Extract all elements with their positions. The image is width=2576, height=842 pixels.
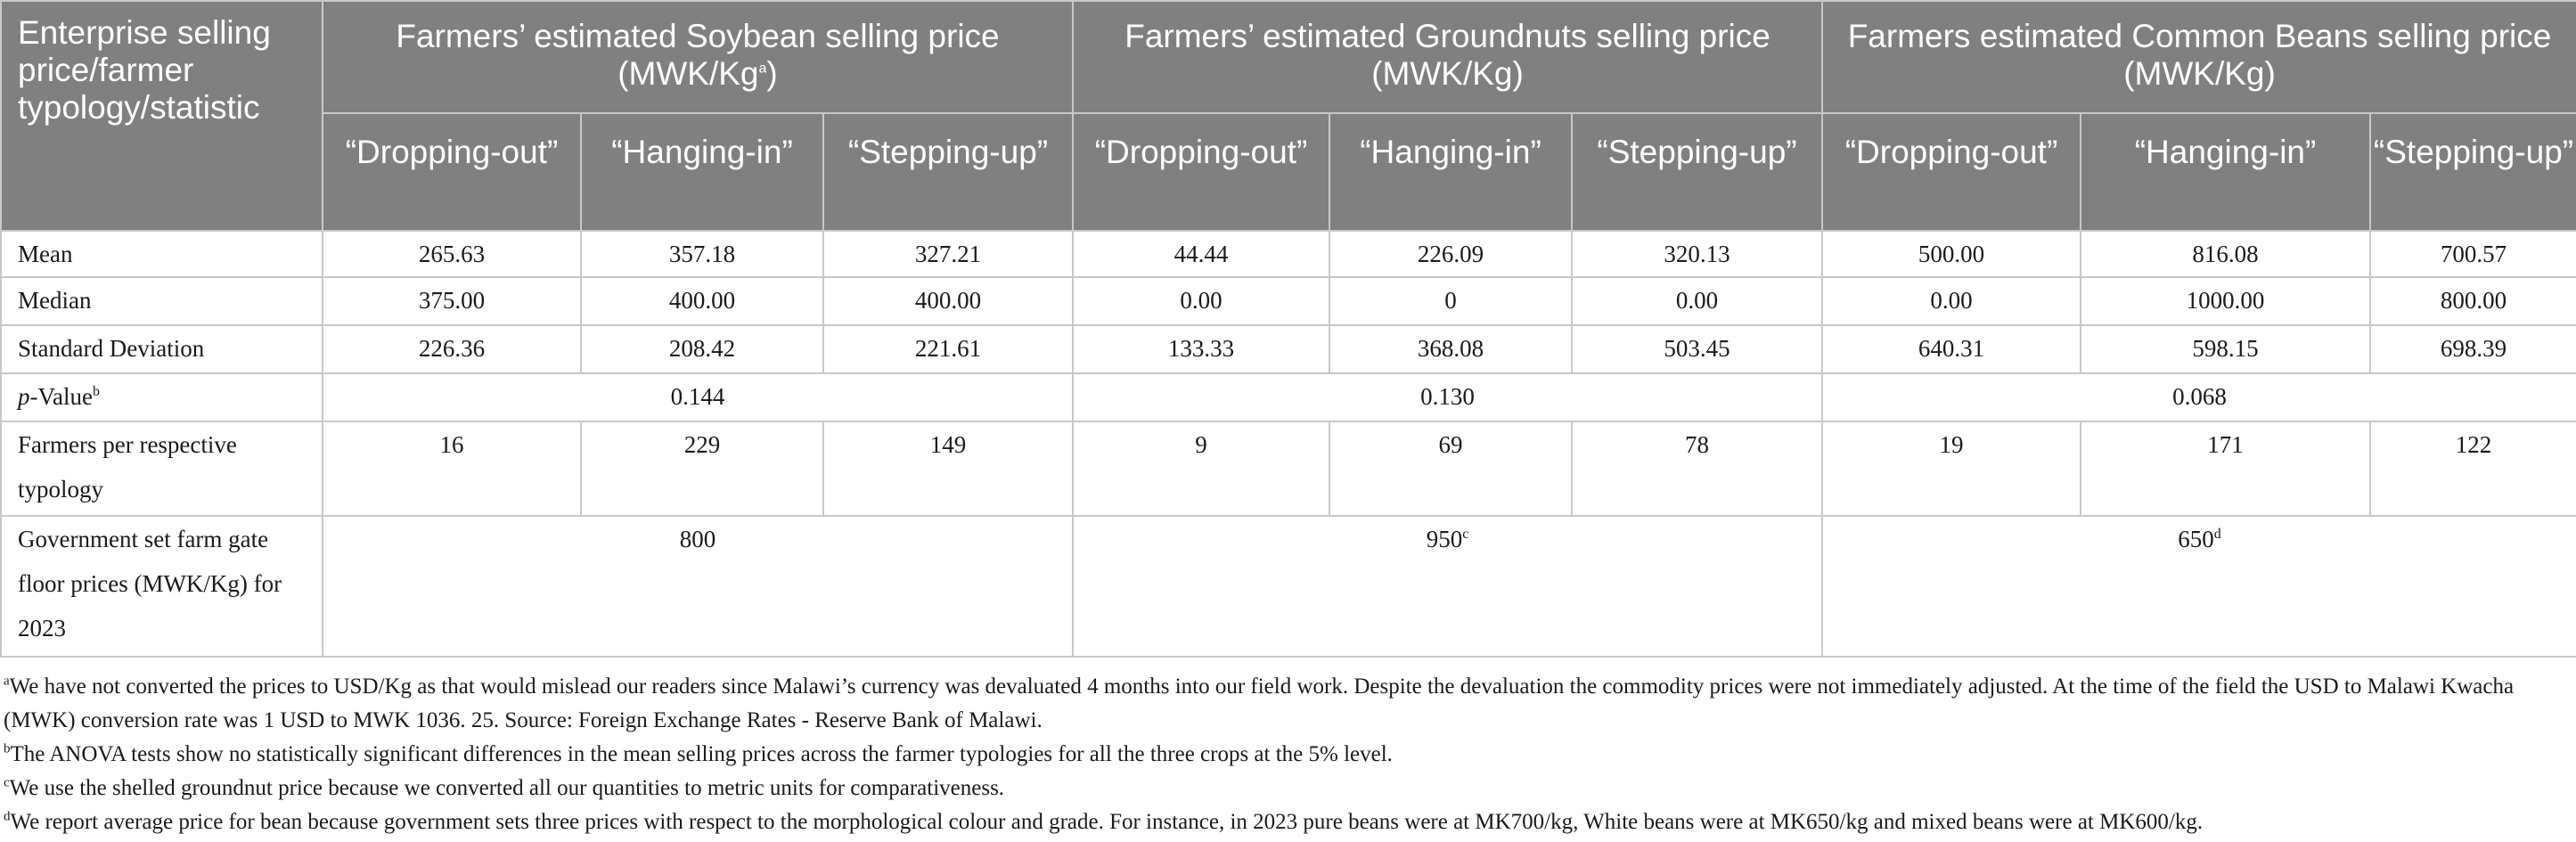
footnote-d: dWe report average price for bean becaus… <box>4 809 2204 834</box>
table-cell: 400.00 <box>822 276 1074 326</box>
table-cell: 265.63 <box>322 230 582 278</box>
table-cell: 503.45 <box>1570 324 1824 374</box>
table-cell: 221.61 <box>822 324 1074 374</box>
table-cell: 122 <box>2369 421 2576 517</box>
corner-header: Enterprise selling price/farmer typology… <box>0 0 323 232</box>
row-label: p-Valueb <box>0 372 323 422</box>
row-label: Mean <box>0 230 323 278</box>
table-cell: 800 <box>322 515 1074 658</box>
typology-header: “Stepping-up” <box>2369 112 2576 232</box>
table-cell: 78 <box>1570 421 1824 517</box>
table-cell: 0.00 <box>1570 276 1824 326</box>
table-cell: 0.144 <box>322 372 1074 422</box>
typology-header: “Stepping-up” <box>822 112 1074 232</box>
table-cell: 0.00 <box>1072 276 1330 326</box>
table-cell: 698.39 <box>2369 324 2576 374</box>
row-label: Standard Deviation <box>0 324 323 374</box>
table-row-pvalue: p-Valueb 0.144 0.130 0.068 <box>0 372 2576 422</box>
table-cell: 650d <box>1821 515 2576 658</box>
table-cell: 0.00 <box>1821 276 2082 326</box>
footnote-c: cWe use the shelled groundnut price beca… <box>4 775 1005 800</box>
table-cell: 400.00 <box>580 276 824 326</box>
table-cell: 320.13 <box>1570 230 1824 278</box>
table-cell: 598.15 <box>2080 324 2372 374</box>
groundnuts-group-header: Farmers’ estimated Groundnuts selling pr… <box>1071 0 1824 114</box>
table-cell: 44.44 <box>1072 230 1330 278</box>
table-cell: 950c <box>1071 515 1824 658</box>
row-label: Farmers per respective typology <box>0 421 323 517</box>
table-cell: 327.21 <box>822 230 1074 278</box>
footnote-b: bThe ANOVA tests show no statistically s… <box>4 741 1393 766</box>
table-cell: 9 <box>1072 421 1330 517</box>
table-cell: 0 <box>1329 276 1573 326</box>
table-cell: 208.42 <box>580 324 824 374</box>
row-label: Median <box>0 276 323 326</box>
table-cell: 816.08 <box>2080 230 2372 278</box>
table-cell: 500.00 <box>1821 230 2082 278</box>
typology-header: “Stepping-up” <box>1570 112 1824 232</box>
selling-price-table: Enterprise selling price/farmer typology… <box>0 0 2576 658</box>
typology-header: “Hanging-in” <box>2080 112 2372 232</box>
table-cell: 0.130 <box>1071 372 1824 422</box>
table-cell: 149 <box>822 421 1074 517</box>
table-cell: 357.18 <box>580 230 824 278</box>
table-row-farmers: Farmers per respective typology 16 229 1… <box>0 421 2576 517</box>
table-cell: 375.00 <box>322 276 582 326</box>
table-row-median: Median 375.00 400.00 400.00 0.00 0 0.00 … <box>0 276 2576 326</box>
table-cell: 226.36 <box>322 324 582 374</box>
table-row-gov-price: Government set farm gate floor prices (M… <box>0 515 2576 658</box>
table-cell: 19 <box>1821 421 2082 517</box>
table-cell: 69 <box>1329 421 1573 517</box>
table-cell: 800.00 <box>2369 276 2576 326</box>
table-cell: 16 <box>322 421 582 517</box>
table-cell: 133.33 <box>1072 324 1330 374</box>
price-table-container: Enterprise selling price/farmer typology… <box>0 0 2576 658</box>
footnote-a: aWe have not converted the prices to USD… <box>4 674 2515 732</box>
typology-header: “Hanging-in” <box>1329 112 1573 232</box>
soybean-group-header: Farmers’ estimated Soybean selling price… <box>322 0 1074 114</box>
table-row-mean: Mean 265.63 357.18 327.21 44.44 226.09 3… <box>0 230 2576 278</box>
table-cell: 368.08 <box>1329 324 1573 374</box>
table-cell: 1000.00 <box>2080 276 2372 326</box>
table-row-sd: Standard Deviation 226.36 208.42 221.61 … <box>0 324 2576 374</box>
footnotes: aWe have not converted the prices to USD… <box>0 670 2557 839</box>
table-cell: 0.068 <box>1821 372 2576 422</box>
typology-header: “Dropping-out” <box>1821 112 2082 232</box>
table-cell: 226.09 <box>1329 230 1573 278</box>
typology-header: “Dropping-out” <box>1072 112 1330 232</box>
beans-group-header: Farmers estimated Common Beans selling p… <box>1821 0 2576 114</box>
table-cell: 640.31 <box>1821 324 2082 374</box>
table-cell: 700.57 <box>2369 230 2576 278</box>
table-cell: 171 <box>2080 421 2372 517</box>
typology-header: “Dropping-out” <box>322 112 582 232</box>
table-cell: 229 <box>580 421 824 517</box>
row-label: Government set farm gate floor prices (M… <box>0 515 323 658</box>
typology-header: “Hanging-in” <box>580 112 824 232</box>
